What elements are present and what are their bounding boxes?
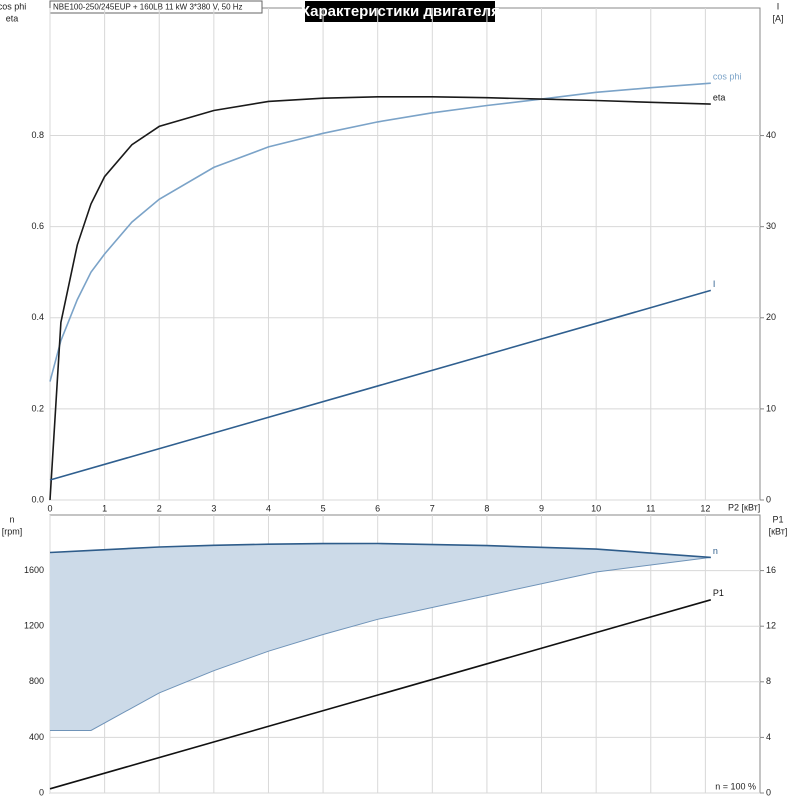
y2-label: I xyxy=(777,1,780,11)
x-tick-label: 11 xyxy=(646,503,655,513)
y-tick-label: 0.0 xyxy=(31,494,44,504)
y-tick-label: 0 xyxy=(39,787,44,797)
x-tick-label: 9 xyxy=(539,503,544,513)
y-tick-label: 0.4 xyxy=(31,312,44,322)
header-box xyxy=(49,0,263,14)
y2-label: [A] xyxy=(772,13,783,23)
y2-tick-label: 12 xyxy=(766,621,776,631)
y2-tick-label: 16 xyxy=(766,565,776,575)
x-tick-label: 0 xyxy=(47,503,52,513)
x-tick-label: 2 xyxy=(157,503,162,513)
series-label: P1 xyxy=(713,588,724,598)
title-box xyxy=(305,1,495,22)
series-line xyxy=(49,82,711,382)
series-line xyxy=(49,542,711,559)
y2-tick-label: 30 xyxy=(766,221,776,231)
x-tick-label: 1 xyxy=(102,503,107,513)
y-tick-label: 0.8 xyxy=(31,130,44,140)
y2-tick-label: 20 xyxy=(766,312,776,322)
range-lower-line xyxy=(50,556,711,731)
y-label: eta xyxy=(6,13,19,23)
y2-tick-label: 40 xyxy=(766,130,776,140)
y-tick-label: 0.6 xyxy=(31,221,44,231)
x-tick-label: 10 xyxy=(591,503,601,513)
range-area xyxy=(50,543,711,731)
y-tick-label: 0.2 xyxy=(31,403,44,413)
x-tick-label: 8 xyxy=(484,503,489,513)
x-tick-label: 12 xyxy=(700,503,710,513)
y-tick-label: 1600 xyxy=(24,565,44,575)
x-tick-label: 7 xyxy=(430,503,435,513)
y2-tick-label: 8 xyxy=(766,676,771,686)
y2-tick-label: 4 xyxy=(766,732,771,742)
y-tick-label: 800 xyxy=(29,676,44,686)
series-label: n xyxy=(713,546,718,556)
annotation: n = 100 % xyxy=(715,781,756,791)
y-label: n xyxy=(9,514,14,524)
plot-frame xyxy=(49,7,761,501)
x-tick-label: 3 xyxy=(211,503,216,513)
series-label: eta xyxy=(713,92,726,102)
series-label: cos phi xyxy=(713,72,742,82)
series-label: I xyxy=(713,279,716,289)
header: NBE100-250/245EUP + 160LB 11 kW 3*380 V,… xyxy=(53,3,243,12)
x-label: P2 [кВт] xyxy=(728,502,760,512)
y2-label: P1 xyxy=(772,514,783,524)
series-line xyxy=(49,599,712,790)
x-tick-label: 4 xyxy=(266,503,271,513)
y2-tick-label: 10 xyxy=(766,403,776,413)
series-line xyxy=(49,96,711,501)
title: Характеристики двигателя xyxy=(300,3,500,20)
y-label: [rpm] xyxy=(2,526,23,536)
series-line xyxy=(49,289,712,481)
y-tick-label: 400 xyxy=(29,732,44,742)
y2-label: [кВт] xyxy=(769,526,788,536)
y-label: cos phi xyxy=(0,1,26,11)
y-tick-label: 1200 xyxy=(24,621,44,631)
y2-tick-label: 0 xyxy=(766,494,771,504)
x-tick-label: 5 xyxy=(321,503,326,513)
x-tick-label: 6 xyxy=(375,503,380,513)
y2-tick-label: 0 xyxy=(766,787,771,797)
